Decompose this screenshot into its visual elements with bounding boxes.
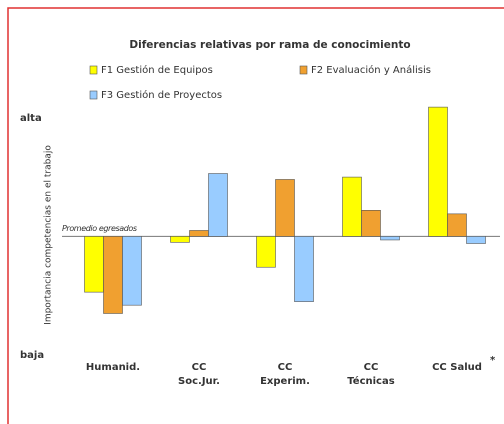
bar [84,236,104,293]
y-axis-label: Importancia competencias en el trabajo [44,145,54,325]
y-tick-label: baja [20,350,44,361]
legend-swatch [89,65,98,75]
bar [294,236,314,302]
x-tick-label: CC Soc.Jur. [178,362,220,387]
legend-label: F2 Evaluación y Análisis [311,64,431,76]
legend-swatch [299,65,308,75]
x-tick-label: Humanid. [86,362,140,373]
y-tick-label: Promedio egresados [62,224,137,233]
bar [275,179,295,237]
legend-swatch [89,90,98,100]
bar [122,236,142,306]
bar [428,106,448,237]
bar [447,213,467,237]
legend-label: F1 Gestión de Equipos [101,64,213,76]
bar [466,236,486,244]
bar [361,210,381,237]
x-tick-label: CC Experim. [260,362,310,387]
frame [7,7,504,424]
bar [208,173,228,237]
y-tick-label: alta [20,113,42,124]
bar [380,236,400,241]
x-tick-label: CC Salud [432,362,482,373]
bar [342,176,362,237]
bar [256,236,276,268]
x-tick-label: CC Técnicas [347,362,394,387]
annotation: * [490,355,496,366]
legend-label: F3 Gestión de Proyectos [101,89,222,101]
bar [103,236,123,314]
bar [189,230,209,237]
bar [170,236,190,243]
chart-title: Diferencias relativas por rama de conoci… [129,39,410,51]
